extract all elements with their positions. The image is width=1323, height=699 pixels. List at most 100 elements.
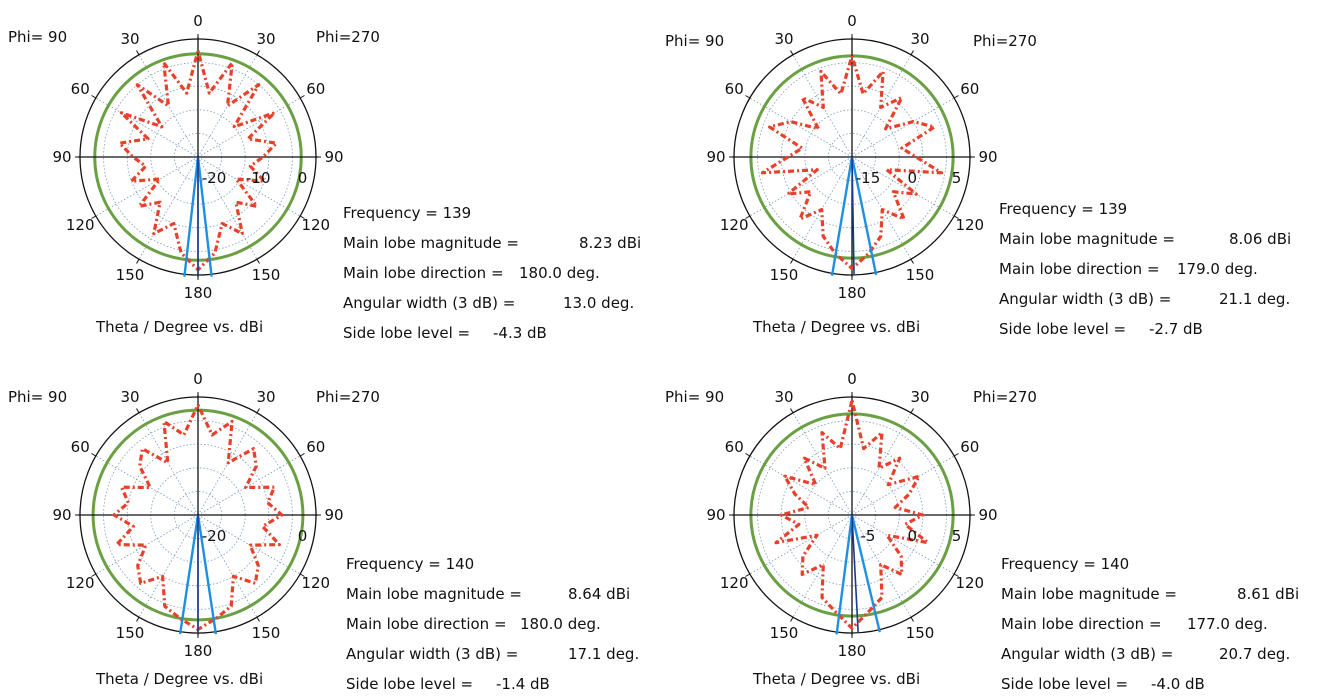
- frequency-text: Frequency = 140: [346, 555, 475, 573]
- angle-label: 30: [910, 388, 929, 406]
- main-lobe-magnitude-row: Main lobe magnitude = 8.61 dBi: [1001, 579, 1299, 609]
- angle-label: 0: [193, 370, 203, 388]
- angle-label: 90: [324, 506, 343, 524]
- frequency-row: Frequency = 140: [346, 549, 522, 579]
- grid-spoke: [197, 97, 301, 158]
- radial-label: -5: [861, 527, 876, 545]
- radial-label: 0: [907, 169, 917, 187]
- main-lobe-direction-value: 177.0 deg.: [1187, 615, 1268, 633]
- angular-width-label: Angular width (3 dB) =: [346, 645, 519, 663]
- angular-width-row: Angular width (3 dB) = 20.7 deg.: [1001, 639, 1290, 669]
- radiation-pattern: [760, 55, 944, 271]
- radial-label: -20: [202, 169, 227, 187]
- tick-mark: [953, 215, 959, 219]
- phi-left-label: Phi= 90: [665, 32, 725, 50]
- tick-mark: [256, 258, 260, 264]
- grid-spoke: [197, 156, 258, 260]
- grid-spoke: [95, 514, 199, 575]
- angle-label: 90: [978, 506, 997, 524]
- polar-panel-2: 0 30 60 90 120 150 180 150 120 90 60 30 -15 0 5 Phi= 9…: [661, 0, 1322, 347]
- grid-spoke: [851, 54, 912, 158]
- tick-mark: [910, 408, 914, 414]
- tick-mark: [136, 50, 140, 56]
- angle-label: 150: [252, 266, 281, 284]
- main-lobe-magnitude-value: 8.61 dBi: [1237, 585, 1300, 603]
- main-lobe-direction-value: 180.0 deg.: [519, 264, 600, 282]
- angle-label: 90: [52, 148, 71, 166]
- frequency-row: Frequency = 139: [343, 198, 519, 228]
- beamwidth-line: [850, 156, 878, 276]
- angle-label: 120: [955, 574, 984, 592]
- tick-mark: [953, 573, 959, 577]
- side-lobe-label: Side lobe level =: [999, 320, 1127, 338]
- radial-label: 0: [298, 527, 308, 545]
- tick-mark: [91, 95, 97, 99]
- radial-label: 5: [952, 527, 962, 545]
- angle-label: 180: [838, 284, 867, 302]
- side-lobe-row: Side lobe level = -4.0 dB: [1001, 669, 1205, 699]
- side-lobe-label: Side lobe level =: [343, 324, 471, 342]
- angle-label: 150: [906, 624, 935, 642]
- tick-mark: [745, 573, 751, 577]
- main-lobe-magnitude-label: Main lobe magnitude =: [343, 234, 519, 252]
- tick-mark: [953, 95, 959, 99]
- main-lobe-direction-value: 180.0 deg.: [520, 615, 601, 633]
- angle-label: 60: [960, 80, 979, 98]
- angular-width-value: 21.1 deg.: [1219, 290, 1291, 308]
- info-box: Frequency = 140 Main lobe magnitude = 8.6…: [346, 549, 639, 699]
- frequency-text: Frequency = 140: [1001, 555, 1130, 573]
- tick-mark: [299, 573, 305, 577]
- tick-mark: [91, 215, 97, 219]
- angle-label: 120: [66, 574, 95, 592]
- polar-panel-4: 0 30 60 90 120 150 180 150 120 90 60 30 -5 0 5 Phi= 90…: [661, 352, 1322, 699]
- tick-mark: [256, 408, 260, 414]
- grid-spoke: [95, 97, 199, 158]
- tick-mark: [910, 258, 914, 264]
- angle-label: 30: [910, 30, 929, 48]
- radial-label: 5: [952, 169, 962, 187]
- main-lobe-direction-row: Main lobe direction = 177.0 deg.: [1001, 609, 1268, 639]
- radiation-pattern: [774, 400, 930, 630]
- main-lobe-magnitude-value: 8.06 dBi: [1229, 230, 1292, 248]
- grid-spoke: [749, 514, 853, 575]
- angle-label: 150: [770, 266, 799, 284]
- frequency-text: Frequency = 139: [999, 200, 1128, 218]
- angular-width-row: Angular width (3 dB) = 17.1 deg.: [346, 639, 639, 669]
- angle-label: 120: [720, 574, 749, 592]
- side-lobe-value: -2.7 dB: [1149, 320, 1203, 338]
- angle-label: 150: [252, 624, 281, 642]
- grid-spoke: [138, 156, 199, 260]
- tick-mark: [790, 50, 794, 56]
- polar-plot: 0 30 60 90 120 150 180 150 120 90 60 30 -20 0: [52, 370, 343, 660]
- frequency-row: Frequency = 140: [1001, 549, 1177, 579]
- angle-label: 60: [306, 438, 325, 456]
- main-lobe-magnitude-label: Main lobe magnitude =: [1001, 585, 1177, 603]
- angular-width-label: Angular width (3 dB) =: [1001, 645, 1174, 663]
- polar-panel-3: 0 30 60 90 120 150 180 150 120 90 60 30 -20 0 Phi= 90…: [0, 352, 661, 699]
- grid-spoke: [749, 455, 853, 516]
- tick-mark: [256, 616, 260, 622]
- radial-label: -15: [856, 169, 881, 187]
- tick-mark: [745, 95, 751, 99]
- tick-mark: [91, 453, 97, 457]
- tick-mark: [790, 408, 794, 414]
- main-lobe-magnitude-row: Main lobe magnitude = 8.64 dBi: [346, 579, 630, 609]
- frequency-text: Frequency = 139: [343, 204, 472, 222]
- angle-label: 30: [256, 30, 275, 48]
- phi-left-label: Phi= 90: [665, 388, 725, 406]
- angular-width-row: Angular width (3 dB) = 21.1 deg.: [999, 284, 1290, 314]
- angle-label: 120: [66, 216, 95, 234]
- grid-spoke: [95, 455, 199, 516]
- angle-label: 60: [71, 438, 90, 456]
- axis-caption: Theta / Degree vs. dBi: [753, 318, 921, 336]
- angle-label: 30: [256, 388, 275, 406]
- side-lobe-value: -4.0 dB: [1151, 675, 1205, 693]
- grid-spoke: [749, 156, 853, 217]
- tick-mark: [299, 215, 305, 219]
- angle-label: 30: [774, 30, 793, 48]
- grid-spoke: [197, 54, 258, 158]
- angle-label: 0: [847, 12, 857, 30]
- side-lobe-label: Side lobe level =: [346, 675, 474, 693]
- angle-label: 120: [955, 216, 984, 234]
- tick-mark: [790, 616, 794, 622]
